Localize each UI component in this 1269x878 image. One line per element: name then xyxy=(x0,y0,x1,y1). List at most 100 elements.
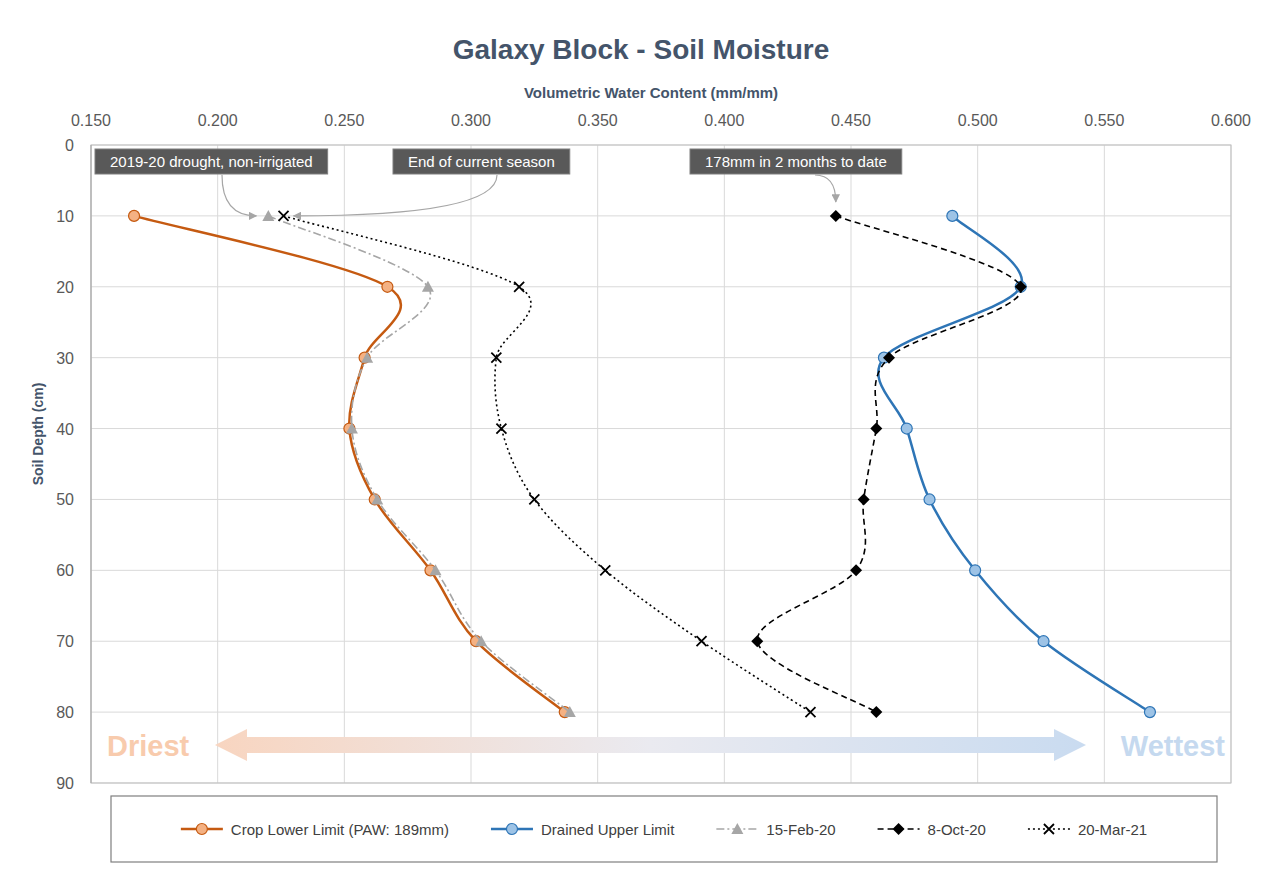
data-area xyxy=(129,210,1156,718)
data-point xyxy=(870,423,882,435)
scale-label-left: Driest xyxy=(107,730,190,762)
x-grid-line xyxy=(724,145,725,783)
data-point xyxy=(514,282,524,292)
data-point xyxy=(1015,281,1026,292)
data-point xyxy=(262,210,274,221)
annotation: 2019-20 drought, non-irrigated xyxy=(95,149,328,174)
annotation-arrow xyxy=(294,175,497,216)
data-point xyxy=(924,494,935,505)
data-point xyxy=(430,564,442,575)
x-tick-label: 0.150 xyxy=(71,112,111,129)
annotation: End of current season xyxy=(393,149,570,174)
data-point xyxy=(751,635,763,647)
x-grid-line xyxy=(597,145,598,783)
legend-marker xyxy=(506,824,517,835)
annotation-box xyxy=(95,149,328,174)
y-grid-line xyxy=(91,499,1231,500)
grid xyxy=(91,145,1231,783)
x-tick-label: 0.350 xyxy=(578,112,618,129)
annotation-box xyxy=(690,149,902,174)
x-tick-label: 0.300 xyxy=(451,112,491,129)
data-point xyxy=(850,564,862,576)
title: Galaxy Block - Soil Moisture xyxy=(453,34,830,65)
x-tick-label: 0.400 xyxy=(704,112,744,129)
y-grid-line xyxy=(91,570,1231,571)
legend-marker xyxy=(731,823,743,834)
y-grid-line xyxy=(91,286,1231,287)
data-point xyxy=(564,706,576,717)
scale-arrow xyxy=(215,729,1086,761)
y-tick-label: 0 xyxy=(65,137,74,154)
data-point xyxy=(947,210,958,221)
y-tick-label: 20 xyxy=(56,279,74,296)
chart: Galaxy Block - Soil MoistureVolumetric W… xyxy=(0,0,1269,878)
y-tick-label: 40 xyxy=(56,421,74,438)
series-line xyxy=(268,216,569,712)
x-grid-line xyxy=(344,145,345,783)
series-line xyxy=(284,216,811,712)
legend-label: 15-Feb-20 xyxy=(766,821,835,838)
legend-label: Crop Lower Limit (PAW: 189mm) xyxy=(231,821,449,838)
y-grid-line xyxy=(91,428,1231,429)
x-tick-label: 0.500 xyxy=(958,112,998,129)
legend-label: Drained Upper Limit xyxy=(541,821,675,838)
data-point xyxy=(1015,281,1027,293)
legend-label: 8-Oct-20 xyxy=(928,821,986,838)
data-point xyxy=(491,353,501,363)
x-grid-line xyxy=(977,145,978,783)
data-point xyxy=(600,565,610,575)
legend-marker xyxy=(1044,824,1054,834)
data-point xyxy=(883,352,895,364)
series-line xyxy=(134,216,565,712)
y-grid-line xyxy=(91,641,1231,642)
data-point xyxy=(371,493,383,504)
y-tick-label: 70 xyxy=(56,633,74,650)
legend-label: 20-Mar-21 xyxy=(1078,821,1147,838)
y-grid-line xyxy=(91,215,1231,216)
y-tick-label: 10 xyxy=(56,208,74,225)
y-grid-line xyxy=(91,712,1231,713)
y-axis-title: Soil Depth (cm) xyxy=(30,383,46,486)
data-point xyxy=(830,210,842,222)
annotation-arrow xyxy=(815,175,836,202)
data-point xyxy=(901,423,912,434)
series-line xyxy=(878,216,1150,712)
data-point xyxy=(361,352,373,363)
annotation-text: 2019-20 drought, non-irrigated xyxy=(110,153,313,170)
annotation-text: 178mm in 2 months to date xyxy=(705,153,887,170)
x-tick-label: 0.450 xyxy=(831,112,871,129)
data-point xyxy=(1038,636,1049,647)
data-point xyxy=(475,635,487,646)
x-tick-label: 0.200 xyxy=(198,112,238,129)
data-point xyxy=(529,494,539,504)
x-tick-label: 0.600 xyxy=(1211,112,1251,129)
y-tick-label: 50 xyxy=(56,491,74,508)
x-tick-label: 0.550 xyxy=(1084,112,1124,129)
y-tick-label: 80 xyxy=(56,704,74,721)
annotation-box xyxy=(393,149,570,174)
background xyxy=(0,0,1269,878)
data-point xyxy=(870,706,882,718)
data-point xyxy=(496,424,506,434)
y-axis-line xyxy=(91,145,92,783)
legend-marker xyxy=(893,823,905,835)
x-grid-line xyxy=(471,145,472,783)
x-grid-line xyxy=(217,145,218,783)
y-tick-label: 60 xyxy=(56,562,74,579)
data-point xyxy=(129,210,140,221)
data-point xyxy=(970,565,981,576)
x-grid-line xyxy=(1104,145,1105,783)
y-grid-line xyxy=(91,357,1231,358)
legend: Crop Lower Limit (PAW: 189mm) Drained Upp… xyxy=(111,796,1217,862)
x-grid-line xyxy=(91,145,92,783)
y-tick-label: 90 xyxy=(56,775,74,792)
x-tick-label: 0.250 xyxy=(324,112,364,129)
annotation-text: End of current season xyxy=(408,153,555,170)
series-line xyxy=(757,216,1021,712)
data-point xyxy=(858,493,870,505)
legend-marker xyxy=(196,824,207,835)
data-point xyxy=(346,423,358,434)
annotation: 178mm in 2 months to date xyxy=(690,149,902,174)
annotation-arrow xyxy=(222,175,256,216)
data-point xyxy=(805,707,815,717)
